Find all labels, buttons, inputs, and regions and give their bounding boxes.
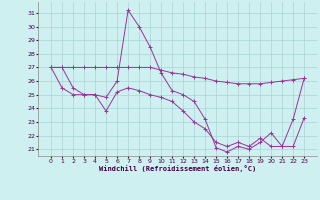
X-axis label: Windchill (Refroidissement éolien,°C): Windchill (Refroidissement éolien,°C): [99, 165, 256, 172]
